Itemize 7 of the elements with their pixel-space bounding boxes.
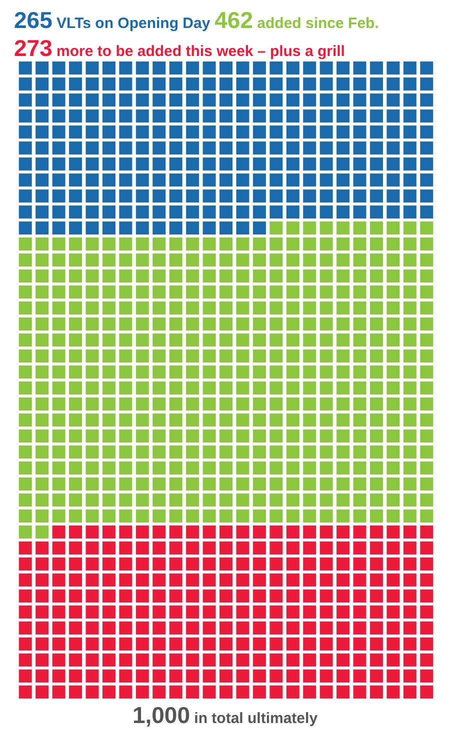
category-label: more to be added this week – plus a grill bbox=[56, 43, 345, 60]
category-label: added since Feb. bbox=[256, 15, 379, 32]
text: 1,000 in total ultimately bbox=[132, 702, 318, 728]
data-label: 273 bbox=[14, 35, 52, 61]
data-label: 265 bbox=[14, 7, 52, 33]
data-label: 462 bbox=[214, 7, 253, 33]
category-label: VLTs on Opening Day bbox=[56, 15, 210, 32]
